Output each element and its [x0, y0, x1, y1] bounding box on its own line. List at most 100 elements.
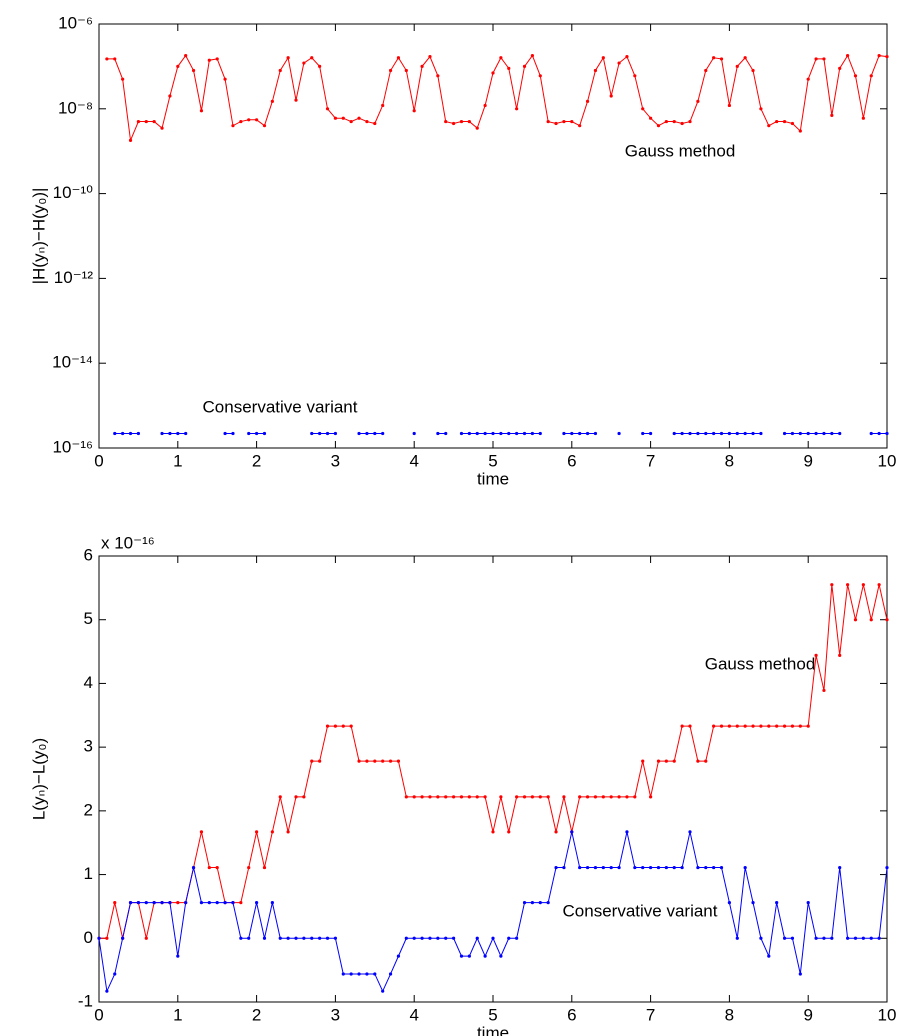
- data-point: [152, 119, 156, 124]
- data-point: [452, 121, 456, 126]
- data-point: [373, 972, 377, 976]
- data-point: [515, 795, 519, 799]
- data-point: [885, 865, 889, 870]
- data-point: [294, 795, 298, 799]
- x-tick-label: 6: [567, 1005, 576, 1024]
- plot-frame: [98, 23, 888, 449]
- data-point: [641, 431, 645, 436]
- data-point: [515, 107, 519, 111]
- data-point: [128, 431, 133, 436]
- x-tick-label: 8: [725, 451, 734, 470]
- data-point: [696, 865, 700, 870]
- data-point: [247, 865, 251, 870]
- data-point: [790, 724, 795, 728]
- data-point: [121, 936, 125, 940]
- data-point: [341, 116, 345, 120]
- data-point: [428, 55, 432, 59]
- data-point: [704, 759, 708, 763]
- data-point: [719, 724, 724, 728]
- series-line: [98, 831, 888, 993]
- data-point: [381, 759, 385, 763]
- data-point: [357, 431, 361, 436]
- y-tick-label: 10⁻¹⁰: [53, 183, 94, 202]
- x-tick-label: 4: [409, 1005, 418, 1024]
- annotation: Conservative variant: [563, 901, 718, 920]
- data-point: [444, 119, 448, 124]
- data-point: [782, 724, 787, 728]
- data-point: [365, 119, 369, 124]
- data-point: [522, 795, 527, 799]
- data-point: [459, 431, 464, 436]
- data-point: [341, 724, 345, 728]
- data-point: [278, 68, 282, 73]
- data-point: [483, 103, 487, 108]
- y-tick-label: 0: [84, 928, 93, 947]
- data-point: [790, 936, 795, 940]
- data-point: [444, 936, 448, 940]
- data-point: [853, 936, 858, 940]
- data-point: [562, 865, 566, 870]
- data-point: [215, 865, 219, 870]
- data-point: [247, 118, 251, 122]
- data-point: [877, 936, 881, 940]
- data-point: [664, 759, 668, 763]
- data-point: [782, 936, 787, 940]
- data-point: [199, 901, 204, 905]
- data-point: [231, 901, 235, 905]
- x-tick-label: 7: [646, 451, 655, 470]
- data-point: [617, 795, 621, 799]
- data-point: [727, 901, 732, 905]
- data-point: [743, 865, 747, 870]
- y-tick-label: 2: [84, 800, 93, 819]
- data-point: [459, 795, 464, 799]
- y-multiplier: x 10⁻¹⁶: [101, 533, 155, 552]
- data-point: [688, 431, 692, 436]
- data-point: [688, 830, 692, 834]
- data-point: [790, 431, 795, 436]
- data-point: [247, 431, 251, 436]
- data-point: [97, 936, 101, 940]
- data-point: [349, 724, 353, 728]
- x-tick-label: 2: [252, 1005, 261, 1024]
- data-point: [846, 53, 850, 58]
- data-point: [806, 77, 810, 81]
- data-point: [365, 972, 369, 976]
- data-point: [853, 74, 858, 78]
- data-point: [499, 795, 503, 799]
- data-point: [649, 865, 653, 870]
- data-point: [538, 795, 542, 799]
- data-point: [475, 431, 479, 436]
- data-point: [184, 53, 188, 58]
- data-point: [633, 865, 637, 870]
- data-point: [168, 901, 172, 905]
- x-tick-label: 8: [725, 1005, 734, 1024]
- data-point: [790, 121, 795, 126]
- data-point: [444, 795, 448, 799]
- data-point: [349, 119, 353, 124]
- data-point: [570, 431, 574, 436]
- data-point: [546, 795, 550, 799]
- x-tick-label: 1: [173, 1005, 182, 1024]
- data-point: [593, 795, 598, 799]
- data-point: [830, 431, 834, 436]
- data-point: [838, 66, 842, 70]
- data-point: [869, 618, 873, 622]
- data-point: [609, 795, 613, 799]
- data-point: [530, 431, 535, 436]
- data-point: [877, 583, 881, 587]
- x-tick-label: 7: [646, 1005, 655, 1024]
- series-line: [106, 54, 888, 143]
- data-point: [270, 99, 274, 103]
- data-point: [830, 113, 834, 117]
- data-point: [262, 124, 267, 128]
- data-point: [278, 936, 282, 940]
- data-point: [388, 759, 393, 763]
- data-point: [168, 431, 172, 436]
- data-point: [530, 901, 535, 905]
- data-point: [585, 99, 590, 103]
- data-point: [562, 431, 566, 436]
- x-tick-label: 2: [252, 451, 261, 470]
- data-point: [475, 126, 479, 130]
- data-point: [176, 901, 180, 905]
- data-point: [483, 431, 487, 436]
